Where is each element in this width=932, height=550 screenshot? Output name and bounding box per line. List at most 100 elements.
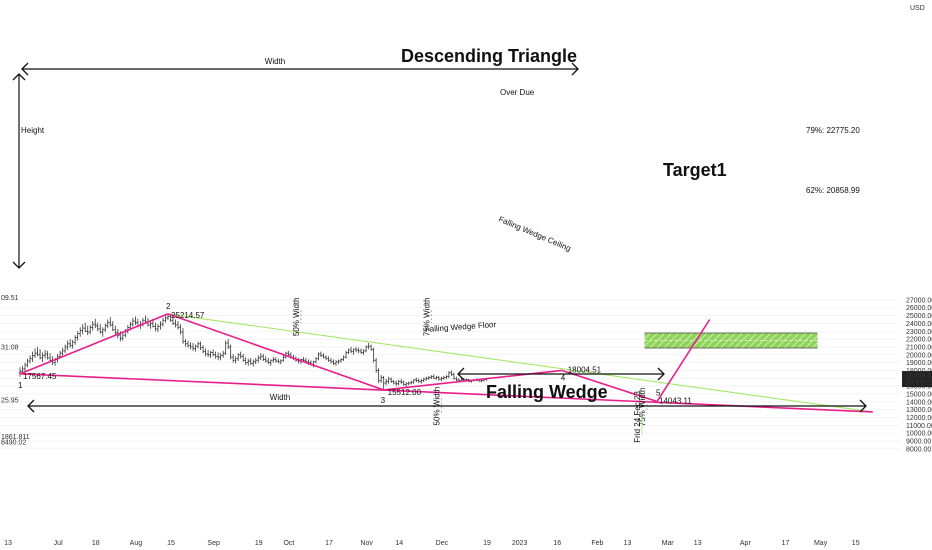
target-bottom-label: 62%: 20858.99: [806, 186, 860, 195]
candle: [267, 357, 270, 365]
candle: [91, 321, 94, 331]
falling-wedge-title: Falling Wedge: [486, 382, 608, 402]
candle: [226, 339, 230, 350]
candle: [211, 349, 215, 357]
left-edge-label: 1861.811: [1, 434, 30, 441]
price-tick-label: 21000.00: [906, 344, 932, 351]
time-tick-label: 15: [167, 540, 175, 547]
price-tick-label: 25000.00: [906, 313, 932, 320]
time-tick-label: Nov: [360, 540, 373, 547]
price-tick-label: 16000.00: [906, 384, 932, 391]
price-tick-label: 15000.00: [906, 391, 932, 398]
candle: [28, 355, 32, 364]
candle: [317, 352, 320, 361]
countdown-label: 04:55:20: [906, 380, 932, 387]
candle: [66, 340, 69, 351]
time-tick-label: Oct: [283, 540, 294, 547]
candle: [31, 351, 34, 362]
candle: [206, 350, 210, 358]
candle: [397, 379, 400, 386]
pattern-line: [656, 319, 711, 402]
arrowhead: [571, 62, 579, 76]
price-tick-label: 24000.00: [906, 321, 932, 328]
candle: [337, 359, 340, 365]
wave-point-number: 4: [561, 373, 566, 382]
candle: [36, 346, 39, 357]
arrowhead: [457, 367, 465, 381]
price-tick-label: 9000.00: [906, 438, 931, 445]
wave-point-number: 1: [18, 381, 23, 390]
candle: [171, 317, 175, 325]
descending-triangle-title: Descending Triangle: [401, 46, 577, 66]
candle: [367, 343, 370, 350]
candle: [274, 357, 278, 363]
candle: [342, 355, 345, 362]
candle: [244, 357, 247, 365]
price-tick-label: 22000.00: [906, 337, 932, 344]
wave-point-value: 17567.45: [23, 372, 57, 381]
candle: [234, 356, 237, 364]
candle: [405, 382, 408, 387]
candle: [76, 331, 79, 341]
candle: [327, 356, 330, 362]
candle: [159, 321, 162, 330]
candle: [282, 355, 285, 362]
left-edge-label: 09.51: [1, 295, 19, 302]
candle: [359, 348, 363, 354]
candle: [417, 378, 420, 383]
candle: [201, 345, 205, 354]
candle: [412, 379, 415, 384]
candle: [319, 351, 323, 358]
candle: [272, 357, 275, 363]
candle: [231, 353, 235, 363]
candle: [99, 324, 102, 334]
candle: [287, 350, 290, 357]
candle: [191, 343, 195, 351]
arrowhead: [859, 399, 867, 413]
candle: [425, 376, 428, 381]
candle: [430, 375, 433, 380]
candle: [415, 377, 418, 383]
candle: [176, 321, 180, 330]
candle: [349, 346, 353, 354]
candle: [209, 350, 212, 358]
candle: [81, 324, 84, 335]
time-tick-label: 18: [92, 540, 100, 547]
pattern-line: [561, 369, 658, 403]
candle: [329, 357, 333, 364]
height-label: Height: [21, 126, 45, 135]
candle: [26, 358, 29, 368]
candle: [374, 357, 378, 373]
candle: [427, 375, 431, 380]
candle: [435, 375, 438, 380]
wave-point-number: 3: [381, 396, 386, 405]
candles: [18, 313, 488, 390]
candle: [78, 327, 82, 337]
time-axis[interactable]: 13 Jul 18 Aug 15 Sep 19 Oct 17 Nov 14 Dec 19 2023 16 Fe…: [4, 540, 860, 547]
candle: [445, 375, 448, 380]
candle: [432, 374, 436, 380]
candle: [407, 381, 410, 386]
candle: [382, 375, 385, 390]
price-axis[interactable]: USD 27000.0026000.0025000.0024000.002300…: [900, 0, 932, 550]
current-price-label: 16898.63: [906, 373, 932, 380]
wave-point-value: 14043.11: [659, 396, 692, 405]
time-tick-label: 16: [553, 540, 561, 547]
candle: [357, 347, 360, 354]
left-edge-label: 31.08: [1, 344, 19, 351]
vertical-marker-label: 75% Width: [422, 297, 431, 336]
time-tick-label: Aug: [130, 540, 143, 547]
arrowhead: [12, 261, 26, 269]
arrowhead: [27, 399, 35, 413]
candle: [377, 368, 380, 383]
candle: [184, 339, 187, 347]
pattern-line: [19, 313, 169, 375]
candle: [410, 380, 413, 385]
time-tick-label: Feb: [591, 540, 603, 547]
candle: [372, 347, 375, 363]
candle: [63, 344, 67, 354]
time-tick-label: 17: [325, 540, 333, 547]
candle: [134, 316, 137, 325]
candle: [269, 359, 272, 366]
